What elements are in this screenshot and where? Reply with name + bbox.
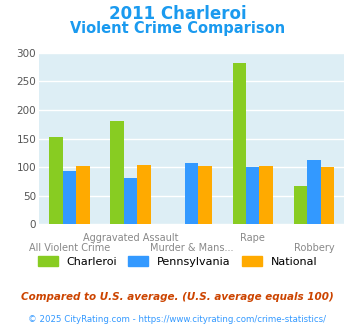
Bar <box>321 167 334 224</box>
Bar <box>260 166 273 224</box>
Text: Violent Crime Comparison: Violent Crime Comparison <box>70 21 285 36</box>
Text: Rape: Rape <box>240 233 265 243</box>
Bar <box>76 166 90 224</box>
Bar <box>137 165 151 224</box>
Legend: Charleroi, Pennsylvania, National: Charleroi, Pennsylvania, National <box>38 256 317 267</box>
Text: Robbery: Robbery <box>294 243 334 252</box>
Bar <box>110 121 124 224</box>
Text: Aggravated Assault: Aggravated Assault <box>83 233 179 243</box>
Bar <box>185 163 198 224</box>
Bar <box>233 62 246 224</box>
Bar <box>246 167 260 224</box>
Bar <box>294 186 307 224</box>
Text: © 2025 CityRating.com - https://www.cityrating.com/crime-statistics/: © 2025 CityRating.com - https://www.city… <box>28 315 327 324</box>
Bar <box>63 171 76 224</box>
Bar <box>307 160 321 224</box>
Bar <box>124 178 137 224</box>
Bar <box>198 166 212 224</box>
Text: All Violent Crime: All Violent Crime <box>29 243 110 252</box>
Text: 2011 Charleroi: 2011 Charleroi <box>109 5 246 23</box>
Bar <box>49 137 63 224</box>
Text: Murder & Mans...: Murder & Mans... <box>150 243 234 252</box>
Text: Compared to U.S. average. (U.S. average equals 100): Compared to U.S. average. (U.S. average … <box>21 292 334 302</box>
